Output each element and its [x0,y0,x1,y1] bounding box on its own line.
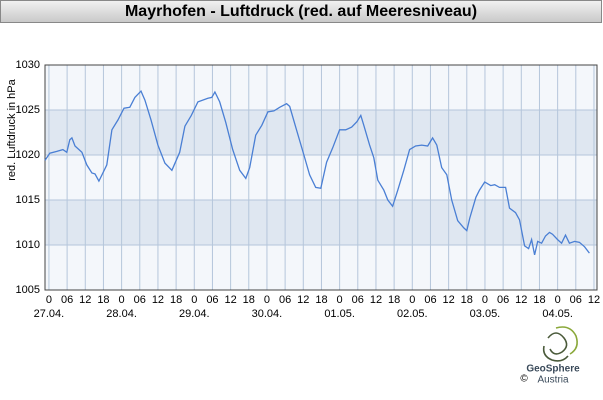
x-tick-label: 12 [224,294,236,306]
x-tick-label: 12 [443,294,455,306]
x-tick-label: 06 [497,294,509,306]
x-tick-label: 12 [370,294,382,306]
pressure-line [44,89,590,256]
date-label: 03.05. [470,308,501,320]
date-label: 01.05. [324,308,355,320]
logo-sub: Austria [537,375,569,386]
x-tick-label: 06 [352,294,364,306]
x-tick-label: 06 [61,294,73,306]
chart-title: Mayrhofen - Luftdruck (red. auf Meeresni… [125,3,477,20]
y-tick-label: 1010 [16,239,40,251]
x-tick-label: 0 [337,294,343,306]
x-tick-label: 0 [264,294,270,306]
x-tick-label: 0 [409,294,415,306]
y-tick-label: 1030 [16,59,40,71]
date-label: 30.04. [252,308,283,320]
date-label: 29.04. [179,308,210,320]
x-tick-label: 18 [243,294,255,306]
x-tick-label: 12 [79,294,91,306]
y-tick-label: 1015 [16,194,40,206]
logo-swirl [555,326,578,355]
x-tick-label: 12 [297,294,309,306]
copyright: © [520,374,528,385]
y-tick-label: 1025 [16,104,40,116]
x-tick-label: 06 [279,294,291,306]
x-tick-label: 0 [46,294,52,306]
x-tick-label: 06 [570,294,582,306]
date-label: 02.05. [397,308,428,320]
x-tick-label: 06 [134,294,146,306]
x-tick-label: 0 [482,294,488,306]
x-tick-label: 12 [515,294,527,306]
logo-swirl [547,332,568,355]
x-tick-label: 06 [206,294,218,306]
logo-name: GeoSphere [526,364,580,375]
x-tick-label: 18 [97,294,109,306]
x-tick-label: 18 [315,294,327,306]
y-tick-label: 1020 [16,149,40,161]
plot-border [44,64,598,291]
y-axis-label: red. Luftdruck in hPa [6,78,18,180]
date-label: 28.04. [106,308,137,320]
x-tick-label: 0 [555,294,561,306]
x-tick-label: 18 [388,294,400,306]
x-tick-label: 18 [533,294,545,306]
x-tick-label: 12 [152,294,164,306]
date-label: 27.04. [34,308,65,320]
x-tick-label: 0 [119,294,125,306]
x-tick-label: 18 [170,294,182,306]
x-tick-label: 06 [424,294,436,306]
y-tick-label: 1005 [16,284,40,296]
x-tick-label: 12 [588,294,600,306]
x-tick-label: 0 [191,294,197,306]
logo: GeoSphere Austria © [520,326,580,386]
logo-swirl [542,345,569,362]
x-tick-label: 18 [461,294,473,306]
date-label: 04.05. [542,308,573,320]
title-bar [0,0,602,23]
